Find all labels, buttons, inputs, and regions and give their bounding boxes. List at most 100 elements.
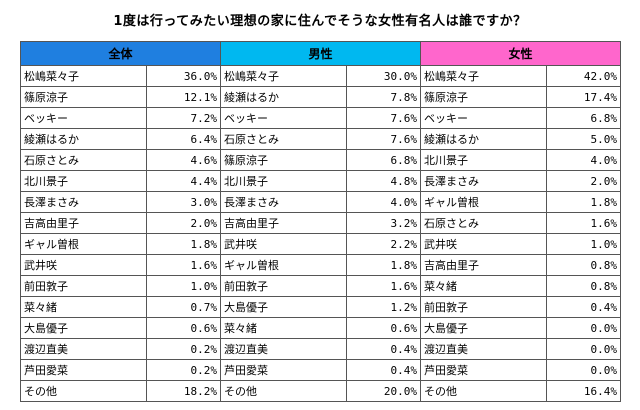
celebrity-name: 北川景子 <box>20 170 147 192</box>
percentage-value: 1.8% <box>346 254 421 276</box>
celebrity-name: 北川景子 <box>420 149 547 171</box>
celebrity-name: ギャル曽根 <box>220 254 347 276</box>
celebrity-name: ギャル曽根 <box>420 191 547 213</box>
celebrity-name: 篠原涼子 <box>420 86 547 108</box>
percentage-value: 36.0% <box>146 65 221 87</box>
table-row: 前田敦子 1.0% 前田敦子 1.6% 菜々緒 0.8% <box>20 275 621 297</box>
ranking-table: 全体 男性 女性 松嶋菜々子 36.0% 松嶋菜々子 30.0% 松嶋菜々子 42.0% 篠原涼子… <box>20 41 621 402</box>
celebrity-name: 渡辺直美 <box>420 338 547 360</box>
percentage-value: 0.2% <box>146 338 221 360</box>
percentage-value: 3.2% <box>346 212 421 234</box>
percentage-value: 4.4% <box>146 170 221 192</box>
table-row: 吉高由里子 2.0% 吉高由里子 3.2% 石原さとみ 1.6% <box>20 212 621 234</box>
column-header-female: 女性 <box>420 41 621 66</box>
celebrity-name: 石原さとみ <box>220 128 347 150</box>
celebrity-name: 武井咲 <box>220 233 347 255</box>
table-row: 篠原涼子 12.1% 綾瀬はるか 7.8% 篠原涼子 17.4% <box>20 86 621 108</box>
celebrity-name: その他 <box>220 380 347 402</box>
celebrity-name: ベッキー <box>20 107 147 129</box>
percentage-value: 7.6% <box>346 107 421 129</box>
percentage-value: 7.2% <box>146 107 221 129</box>
percentage-value: 6.8% <box>346 149 421 171</box>
percentage-value: 20.0% <box>346 380 421 402</box>
celebrity-name: 前田敦子 <box>420 296 547 318</box>
percentage-value: 2.0% <box>146 212 221 234</box>
celebrity-name: 綾瀬はるか <box>220 86 347 108</box>
celebrity-name: 篠原涼子 <box>20 86 147 108</box>
chart-title: 1度は行ってみたい理想の家に住んでそうな女性有名人は誰ですか？ <box>113 14 527 29</box>
percentage-value: 5.0% <box>546 128 621 150</box>
celebrity-name: その他 <box>420 380 547 402</box>
celebrity-name: 吉高由里子 <box>420 254 547 276</box>
table-row: ベッキー 7.2% ベッキー 7.6% ベッキー 6.8% <box>20 107 621 129</box>
celebrity-name: その他 <box>20 380 147 402</box>
celebrity-name: 渡辺直美 <box>220 338 347 360</box>
percentage-value: 3.0% <box>146 191 221 213</box>
percentage-value: 0.6% <box>346 317 421 339</box>
celebrity-name: 菜々緒 <box>20 296 147 318</box>
celebrity-name: 長澤まさみ <box>20 191 147 213</box>
percentage-value: 1.2% <box>346 296 421 318</box>
celebrity-name: 松嶋菜々子 <box>420 65 547 87</box>
percentage-value: 0.0% <box>546 338 621 360</box>
percentage-value: 1.6% <box>146 254 221 276</box>
percentage-value: 2.0% <box>546 170 621 192</box>
celebrity-name: 芦田愛菜 <box>420 359 547 381</box>
percentage-value: 12.1% <box>146 86 221 108</box>
celebrity-name: 石原さとみ <box>20 149 147 171</box>
percentage-value: 1.6% <box>346 275 421 297</box>
celebrity-name: 前田敦子 <box>20 275 147 297</box>
percentage-value: 4.6% <box>146 149 221 171</box>
celebrity-name: 松嶋菜々子 <box>220 65 347 87</box>
celebrity-name: 大島優子 <box>20 317 147 339</box>
percentage-value: 0.4% <box>346 359 421 381</box>
column-header-male: 男性 <box>220 41 421 66</box>
table-row: その他 18.2% その他 20.0% その他 16.4% <box>20 380 621 402</box>
celebrity-name: 篠原涼子 <box>220 149 347 171</box>
celebrity-name: 大島優子 <box>420 317 547 339</box>
table-row: 大島優子 0.6% 菜々緒 0.6% 大島優子 0.0% <box>20 317 621 339</box>
percentage-value: 1.0% <box>146 275 221 297</box>
percentage-value: 6.8% <box>546 107 621 129</box>
celebrity-name: 吉高由里子 <box>20 212 147 234</box>
percentage-value: 0.7% <box>146 296 221 318</box>
celebrity-name: 綾瀬はるか <box>20 128 147 150</box>
table-row: 芦田愛菜 0.2% 芦田愛菜 0.4% 芦田愛菜 0.0% <box>20 359 621 381</box>
column-header-all: 全体 <box>20 41 221 66</box>
celebrity-name: 吉高由里子 <box>220 212 347 234</box>
percentage-value: 1.8% <box>546 191 621 213</box>
percentage-value: 7.6% <box>346 128 421 150</box>
table-row: 北川景子 4.4% 北川景子 4.8% 長澤まさみ 2.0% <box>20 170 621 192</box>
celebrity-name: 前田敦子 <box>220 275 347 297</box>
table-row: 渡辺直美 0.2% 渡辺直美 0.4% 渡辺直美 0.0% <box>20 338 621 360</box>
percentage-value: 1.6% <box>546 212 621 234</box>
table-row: 菜々緒 0.7% 大島優子 1.2% 前田敦子 0.4% <box>20 296 621 318</box>
percentage-value: 7.8% <box>346 86 421 108</box>
table-row: 武井咲 1.6% ギャル曽根 1.8% 吉高由里子 0.8% <box>20 254 621 276</box>
percentage-value: 0.8% <box>546 254 621 276</box>
percentage-value: 1.8% <box>146 233 221 255</box>
percentage-value: 6.4% <box>146 128 221 150</box>
celebrity-name: 綾瀬はるか <box>420 128 547 150</box>
percentage-value: 0.8% <box>546 275 621 297</box>
percentage-value: 4.0% <box>546 149 621 171</box>
percentage-value: 2.2% <box>346 233 421 255</box>
percentage-value: 42.0% <box>546 65 621 87</box>
celebrity-name: 長澤まさみ <box>220 191 347 213</box>
percentage-value: 0.4% <box>346 338 421 360</box>
celebrity-name: 武井咲 <box>20 254 147 276</box>
table-row: 松嶋菜々子 36.0% 松嶋菜々子 30.0% 松嶋菜々子 42.0% <box>20 65 621 87</box>
celebrity-name: ベッキー <box>420 107 547 129</box>
percentage-value: 0.4% <box>546 296 621 318</box>
celebrity-name: 長澤まさみ <box>420 170 547 192</box>
celebrity-name: 武井咲 <box>420 233 547 255</box>
celebrity-name: 菜々緒 <box>420 275 547 297</box>
percentage-value: 30.0% <box>346 65 421 87</box>
celebrity-name: ベッキー <box>220 107 347 129</box>
percentage-value: 17.4% <box>546 86 621 108</box>
percentage-value: 18.2% <box>146 380 221 402</box>
percentage-value: 0.6% <box>146 317 221 339</box>
celebrity-name: 大島優子 <box>220 296 347 318</box>
header-row: 全体 男性 女性 <box>20 41 621 66</box>
percentage-value: 0.0% <box>546 359 621 381</box>
